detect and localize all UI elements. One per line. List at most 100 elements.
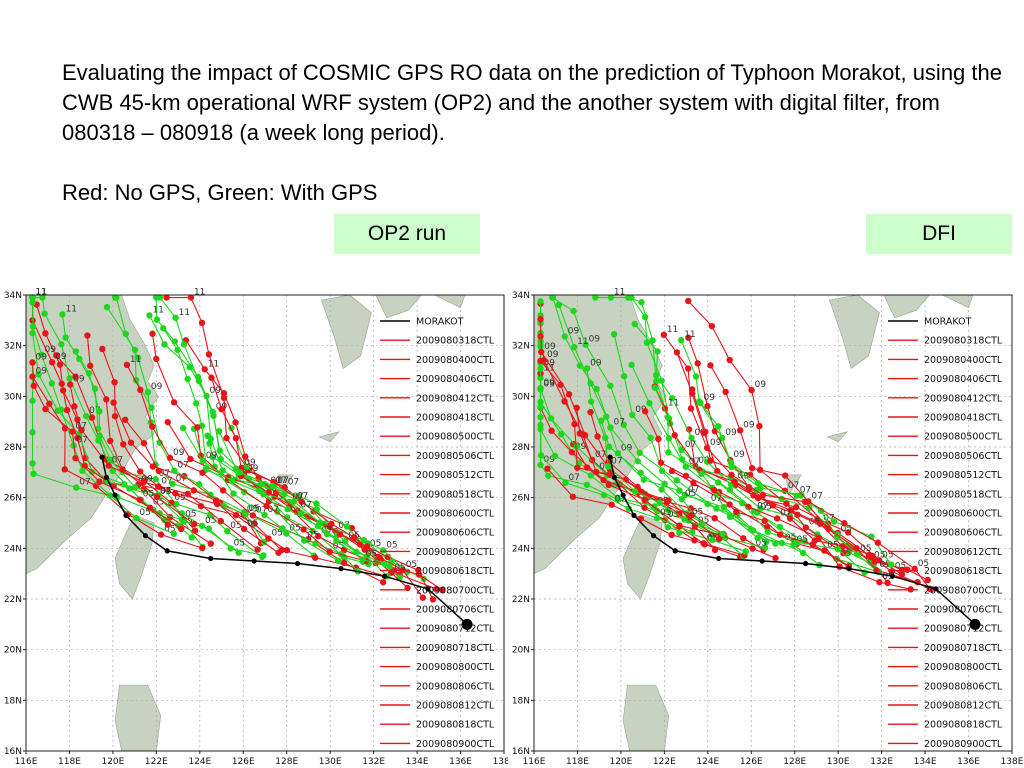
best-track-point xyxy=(338,566,344,572)
no-gps-track: 05 09 11 xyxy=(660,325,921,586)
track-day-label: 05 xyxy=(181,516,192,526)
track-point xyxy=(719,530,726,538)
track-point xyxy=(571,420,578,428)
track-point xyxy=(96,432,103,440)
track-point xyxy=(66,375,73,382)
track-point xyxy=(230,490,237,497)
forecast-tracks: 0711050711050711050705070505070905070905… xyxy=(29,288,446,603)
legend-run-label: 2009080812CTL xyxy=(416,701,495,712)
best-track-point xyxy=(208,555,214,562)
track-point xyxy=(206,440,213,447)
lat-tick-label: 28N xyxy=(512,443,530,453)
track-point xyxy=(172,490,179,497)
lat-tick-label: 18N xyxy=(512,696,530,706)
dfi-label: DFI xyxy=(866,214,1012,254)
track-day-label: 09 xyxy=(206,451,218,461)
track-point xyxy=(180,341,188,348)
track-point xyxy=(587,472,595,479)
best-track-point xyxy=(611,474,617,480)
track-point xyxy=(57,406,65,413)
track-day-label: 05 xyxy=(698,516,709,526)
track-day-label: 05 xyxy=(874,550,885,560)
track-point xyxy=(59,311,66,318)
track-point xyxy=(710,486,718,494)
track-point xyxy=(594,433,601,440)
lat-tick-label: 34N xyxy=(512,291,530,301)
track-point xyxy=(191,527,199,534)
track-day-label: 09 xyxy=(244,458,256,468)
best-track-point xyxy=(759,558,765,564)
track-point xyxy=(608,501,615,508)
track-point xyxy=(547,415,555,422)
track-day-label: 09 xyxy=(725,428,737,438)
track-point xyxy=(279,525,286,532)
track-day-label: 07 xyxy=(613,418,624,428)
track-point xyxy=(131,484,139,491)
track-point xyxy=(69,428,76,435)
no-gps-track: 05 09 xyxy=(29,367,206,552)
track-point xyxy=(242,510,249,518)
track-point xyxy=(243,463,250,471)
track-point xyxy=(778,495,785,503)
legend-run-label: 2009080718CTL xyxy=(924,643,1003,654)
track-point xyxy=(631,488,639,495)
lat-tick-label: 28N xyxy=(4,443,22,453)
track-point xyxy=(131,346,139,354)
forecast-tracks: 0507090509090911050705090509050705071105… xyxy=(537,288,935,593)
track-point xyxy=(386,563,393,570)
legend: MORAKOT 2009080318CTL 2009080400CTL 2009080… xyxy=(380,317,495,750)
track-point xyxy=(180,518,187,525)
track-day-label: 11 xyxy=(577,337,588,347)
legend-run-label: 2009080518CTL xyxy=(924,489,1003,500)
track-point xyxy=(120,441,127,448)
legend-best-track-label: MORAKOT xyxy=(416,317,464,328)
track-day-label: 05 xyxy=(657,496,668,506)
best-track-point xyxy=(846,566,852,572)
track-point xyxy=(107,456,114,463)
track-day-label: 09 xyxy=(755,380,767,390)
track-point xyxy=(103,396,110,403)
track-point xyxy=(871,558,878,565)
lon-tick-label: 130E xyxy=(827,757,850,767)
track-point xyxy=(631,320,639,328)
track-point xyxy=(537,315,544,323)
track-point xyxy=(844,529,852,536)
track-point xyxy=(757,484,764,492)
track-point xyxy=(704,402,711,410)
track-point xyxy=(61,466,68,473)
no-gps-track: 05 xyxy=(122,416,282,556)
track-point xyxy=(673,477,680,484)
best-track-point xyxy=(251,558,257,564)
track-point xyxy=(224,527,231,535)
track-point xyxy=(298,498,305,505)
track-point xyxy=(761,517,768,525)
track-point xyxy=(565,391,573,398)
track-point xyxy=(39,294,46,301)
legend-run-label: 2009080700CTL xyxy=(924,585,1003,596)
track-point xyxy=(220,390,228,397)
track-point xyxy=(815,534,823,542)
track-point xyxy=(668,531,675,539)
legend-run-label: 2009080706CTL xyxy=(924,605,1003,616)
track-point xyxy=(678,496,686,503)
track-day-label: 05 xyxy=(289,524,300,534)
track-point xyxy=(323,530,331,538)
track-point xyxy=(726,486,734,494)
track-point xyxy=(690,479,697,487)
track-point xyxy=(709,536,716,544)
track-point xyxy=(562,479,569,487)
track-point xyxy=(676,522,683,529)
lat-tick-label: 20N xyxy=(4,646,22,656)
track-point xyxy=(715,423,722,430)
track-point xyxy=(748,464,756,472)
track-point xyxy=(614,494,621,501)
best-track-point xyxy=(294,560,301,567)
track-day-label: 05 xyxy=(882,550,893,560)
track-point xyxy=(260,490,267,498)
track-point xyxy=(676,487,683,494)
track-point xyxy=(614,450,622,457)
track-point xyxy=(711,546,719,554)
track-day-label: 07 xyxy=(161,476,172,486)
